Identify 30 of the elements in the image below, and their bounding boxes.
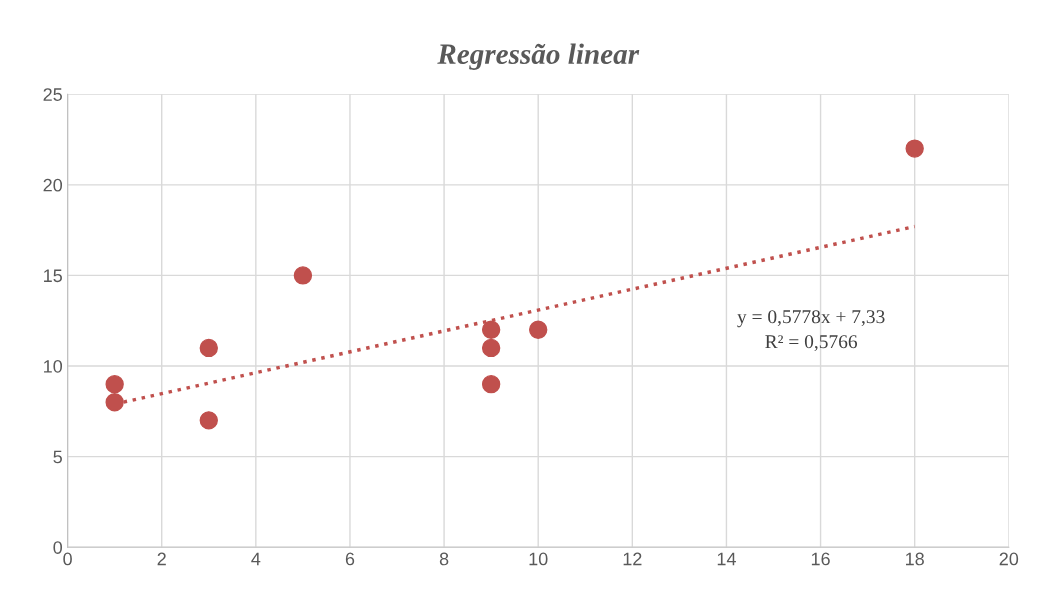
x-tick-label: 2	[157, 552, 166, 566]
x-tick-label: 10	[529, 552, 548, 566]
x-tick-label: 12	[623, 552, 642, 566]
point	[293, 266, 313, 285]
annotation: R² = 0,5766	[765, 335, 858, 352]
x-tick-label: 20	[999, 552, 1019, 566]
x-tick-label: 4	[251, 552, 261, 566]
y-tick-label: 5	[53, 450, 62, 464]
x-tick-label: 0	[63, 552, 72, 566]
point	[481, 374, 501, 394]
y-tick-label: 20	[43, 178, 63, 192]
point	[199, 411, 218, 430]
y-tick-label: 15	[44, 269, 62, 283]
point	[529, 320, 548, 339]
point	[105, 374, 124, 394]
x-tick-label: 18	[906, 552, 924, 566]
y-tick-label: 10	[44, 359, 63, 373]
x-tick-label: 14	[717, 552, 736, 566]
annotation: y = 0,5778x + 7,33	[737, 310, 885, 328]
chart-title: Regressão linear	[437, 43, 640, 70]
x-tick-label: 16	[811, 552, 830, 566]
y-tick-label: 0	[53, 541, 63, 554]
x-tick-label: 8	[439, 552, 449, 566]
point	[105, 393, 124, 412]
x-tick-label: 6	[345, 552, 355, 566]
point	[481, 338, 501, 358]
point	[905, 139, 924, 158]
point	[481, 320, 501, 339]
point	[199, 338, 218, 358]
y-tick-label: 25	[43, 88, 62, 101]
